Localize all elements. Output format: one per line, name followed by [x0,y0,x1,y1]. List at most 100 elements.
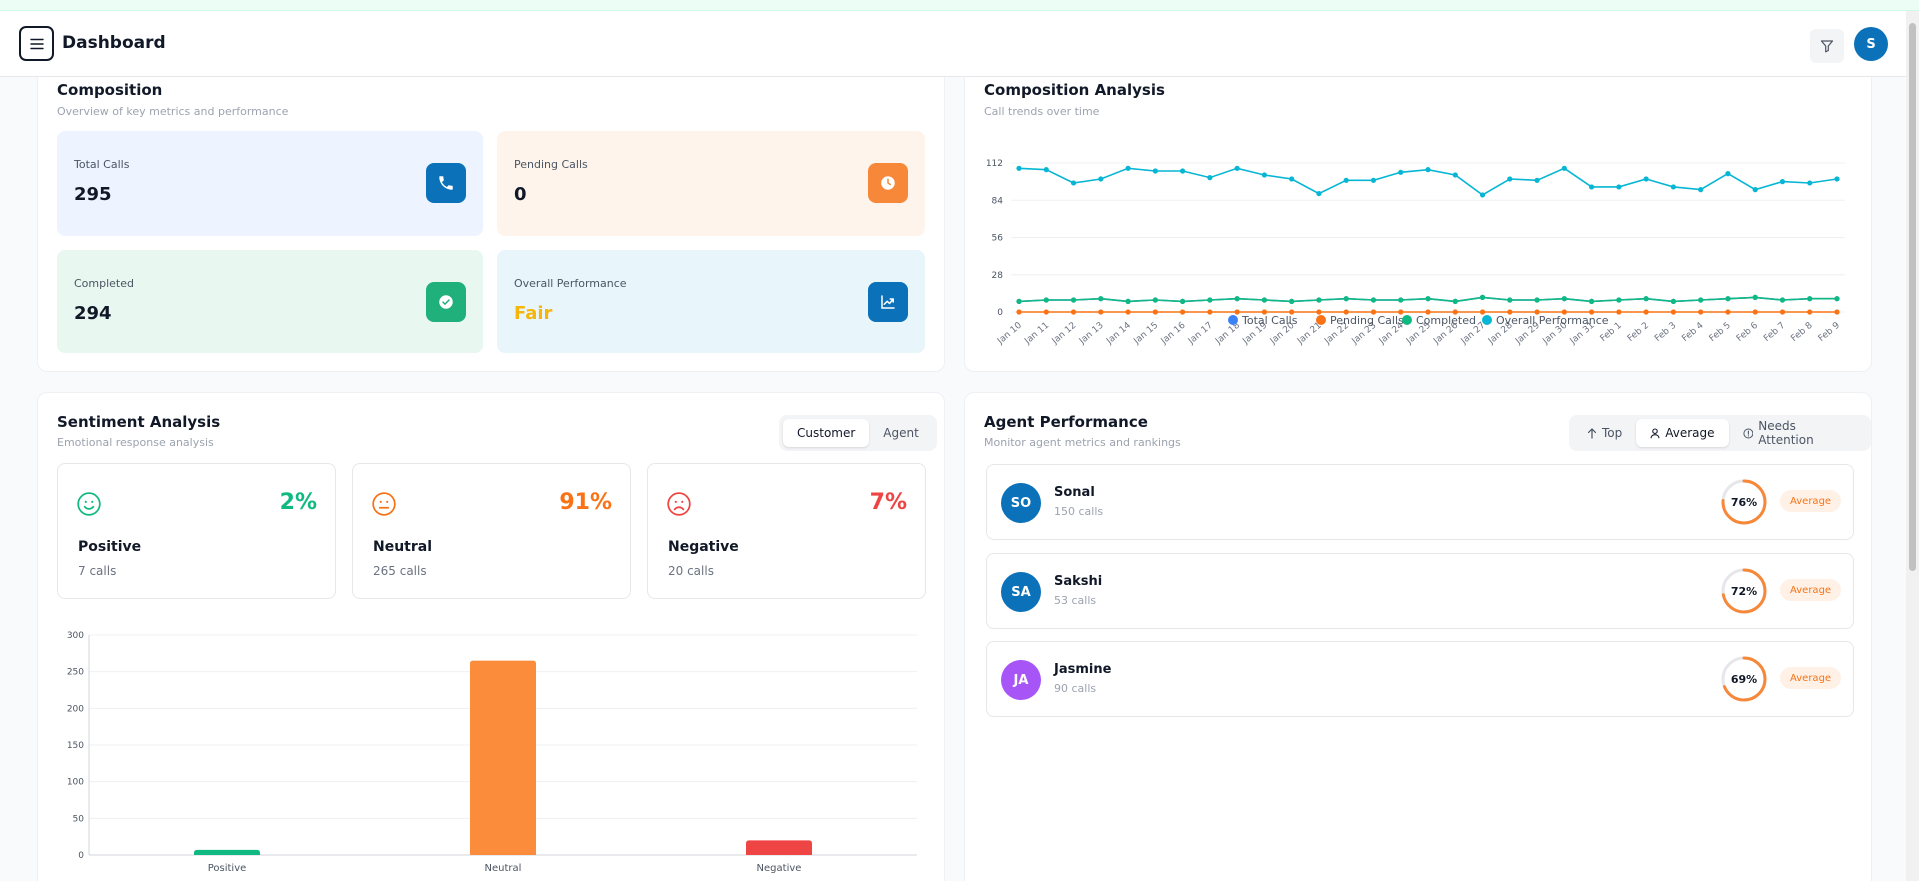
sentiment-percent: 2% [279,490,317,515]
filter-button[interactable] [1810,29,1844,63]
metric-value: 295 [74,184,112,205]
y-tick-label: 56 [992,234,1004,244]
agent-avatar: SA [1001,572,1041,612]
app-header: Dashboard S [0,11,1906,77]
agent-status-badge: Average [1780,667,1842,689]
data-point [1343,296,1349,302]
agent-status-badge: Average [1780,579,1842,601]
data-point [1316,190,1322,197]
legend-marker [1228,315,1238,325]
data-point [1289,176,1295,182]
x-tick-label: Jan 18 [1213,320,1242,347]
agent-name: Sonal [1054,485,1095,500]
composition-analysis-card: Composition Analysis Call trends over ti… [964,60,1872,372]
data-point [1098,296,1104,302]
sentiment-analysis-card: Sentiment Analysis Emotional response an… [37,392,945,881]
data-point [1779,179,1786,185]
agent-calls: 53 calls [1054,594,1097,607]
data-point [1043,297,1049,303]
data-point [1152,297,1158,303]
data-point [1425,309,1431,315]
arrow-up-icon [1587,427,1597,439]
sentiment-percent: 91% [559,490,612,515]
data-point [1698,187,1704,193]
composition-card: Composition Overview of key metrics and … [37,60,945,372]
series-line [1018,167,1838,196]
data-point [1479,309,1486,315]
data-point [1234,309,1240,315]
data-point [1316,297,1322,303]
data-point [1698,297,1704,303]
y-tick-label: 100 [67,778,84,788]
legend-label: Pending Calls [1330,314,1404,327]
page-scrollbar[interactable] [1906,11,1919,881]
agent-row-jasmine[interactable]: JA Jasmine 90 calls 69% Average [986,641,1854,717]
x-tick-label: Jan 17 [1186,321,1215,347]
agent-status-badge: Average [1780,490,1842,512]
menu-button[interactable] [19,26,54,61]
legend-label: Total Calls [1241,314,1298,327]
sentiment-title: Sentiment Analysis [57,413,221,431]
data-point [1398,297,1404,303]
filter-average[interactable]: Average [1636,419,1729,447]
data-point [1098,309,1104,315]
data-point [1207,297,1213,303]
x-tick-label: Jan 14 [1104,320,1133,347]
page-title: Dashboard [62,33,166,53]
top-banner-strip [0,0,1919,11]
agent-name: Jasmine [1054,662,1112,677]
scrollbar-thumb[interactable] [1909,23,1916,571]
filter-top[interactable]: Top [1573,419,1636,447]
y-tick-label: 0 [78,851,84,861]
data-point [1261,172,1267,178]
data-point [1125,309,1131,315]
data-point [1589,298,1595,304]
hamburger-icon [29,38,44,49]
data-point [1398,309,1404,315]
filter-needs-attention[interactable]: Needs Attention [1729,419,1867,447]
data-point [1807,296,1813,302]
data-point [1561,296,1567,302]
neutral-face-icon [372,492,396,516]
agent-row-sonal[interactable]: SO Sonal 150 calls 76% Average [986,464,1854,540]
data-point [1207,175,1213,181]
sentiment-calls: 7 calls [78,564,117,578]
filter-label: Needs Attention [1758,419,1814,447]
toggle-customer[interactable]: Customer [783,419,870,447]
data-point [1698,309,1704,315]
data-point [1070,309,1077,315]
data-point [1289,309,1295,315]
legend-label: Overall Performance [1496,314,1609,327]
sentiment-source-toggle: Customer Agent [779,415,937,451]
data-point [1479,192,1486,198]
data-point [1016,298,1022,304]
phone-icon [426,163,466,203]
metric-label: Completed [74,277,134,290]
data-point [1398,169,1404,175]
x-tick-label: Jan 15 [1131,321,1160,347]
data-point [1834,309,1840,315]
data-point [1834,176,1840,182]
agent-name: Sakshi [1054,574,1103,589]
data-point [1043,309,1049,315]
metric-total-calls: Total Calls 295 [57,131,483,236]
data-point [1316,309,1322,315]
legend-label: Completed [1416,314,1476,327]
bar [194,849,260,855]
x-tick-label: Feb 9 [1817,320,1842,344]
composition-title: Composition [57,81,163,99]
user-avatar[interactable]: S [1854,27,1888,61]
data-point [1370,297,1377,303]
toggle-agent[interactable]: Agent [883,426,919,440]
check-circle-icon [426,282,466,322]
data-point [1643,309,1649,315]
filter-label: Average [1665,426,1715,440]
data-point [1207,309,1213,315]
sentiment-name: Neutral [373,539,433,555]
sentiment-percent: 7% [869,490,907,515]
agent-row-sakshi[interactable]: SA Sakshi 53 calls 72% Average [986,553,1854,629]
data-point [1752,309,1758,315]
data-point [1098,176,1104,182]
sentiment-card-positive: 2% Positive 7 calls [57,463,336,599]
filter-icon [1820,40,1834,53]
